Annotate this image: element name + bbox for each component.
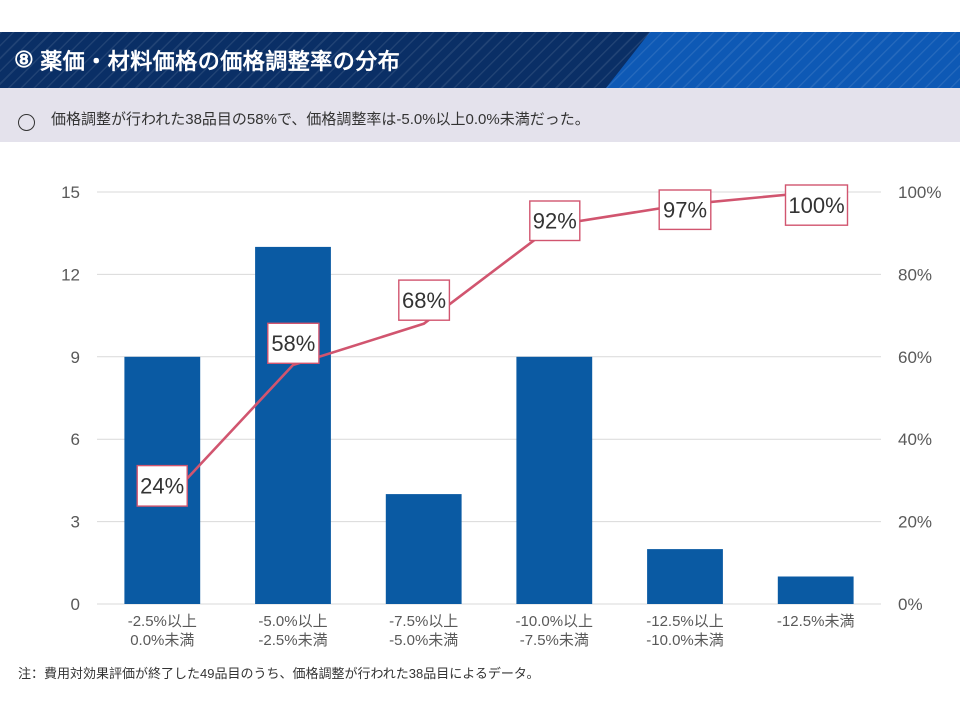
svg-text:12: 12 bbox=[61, 265, 80, 284]
svg-text:-7.5%未満: -7.5%未満 bbox=[520, 632, 589, 649]
svg-text:3: 3 bbox=[71, 513, 80, 532]
svg-text:-10.0%未満: -10.0%未満 bbox=[646, 632, 724, 649]
svg-text:58%: 58% bbox=[271, 331, 315, 356]
svg-text:20%: 20% bbox=[898, 513, 932, 532]
svg-text:100%: 100% bbox=[788, 193, 844, 218]
svg-text:15: 15 bbox=[61, 183, 80, 202]
svg-text:-5.0%未満: -5.0%未満 bbox=[389, 632, 458, 649]
svg-text:-12.5%未満: -12.5%未満 bbox=[777, 613, 855, 630]
svg-text:-10.0%以上: -10.0%以上 bbox=[516, 613, 594, 630]
svg-text:97%: 97% bbox=[663, 198, 707, 223]
svg-text:0%: 0% bbox=[898, 595, 923, 614]
svg-text:80%: 80% bbox=[898, 265, 932, 284]
svg-text:6: 6 bbox=[71, 430, 80, 449]
svg-text:-12.5%以上: -12.5%以上 bbox=[646, 613, 724, 630]
svg-text:0.0%未満: 0.0%未満 bbox=[130, 632, 194, 649]
svg-text:-2.5%以上: -2.5%以上 bbox=[128, 613, 197, 630]
svg-text:9: 9 bbox=[71, 348, 80, 367]
svg-text:68%: 68% bbox=[402, 288, 446, 313]
svg-text:0: 0 bbox=[71, 595, 80, 614]
svg-text:24%: 24% bbox=[140, 474, 184, 499]
svg-text:-5.0%以上: -5.0%以上 bbox=[258, 613, 327, 630]
svg-text:92%: 92% bbox=[533, 209, 577, 234]
svg-text:60%: 60% bbox=[898, 348, 932, 367]
svg-text:-2.5%未満: -2.5%未満 bbox=[258, 632, 327, 649]
svg-text:100%: 100% bbox=[898, 183, 941, 202]
svg-text:40%: 40% bbox=[898, 430, 932, 449]
svg-text:-7.5%以上: -7.5%以上 bbox=[389, 613, 458, 630]
